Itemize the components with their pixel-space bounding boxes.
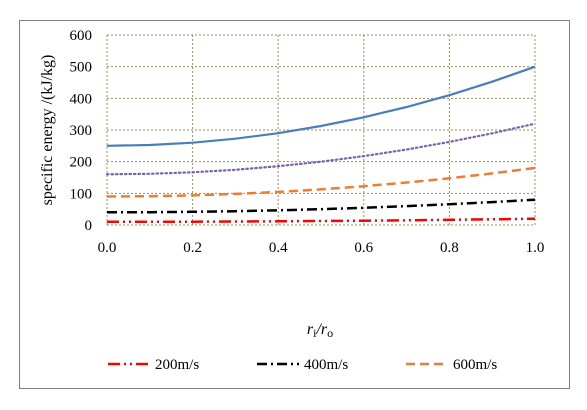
x-tick-label: 0.2	[183, 240, 202, 256]
chart-frame	[19, 20, 570, 389]
x-tick-label: 0.4	[269, 240, 288, 256]
series-line-unlabeled-3	[105, 122, 537, 176]
y-axis-title: specific energy /(kJ/kg)	[39, 55, 56, 206]
series-line-unlabeled-4	[106, 65, 536, 147]
y-tick-label: 200	[70, 155, 93, 171]
series-line-400m-s	[106, 198, 536, 214]
x-axis-title-sub-i: i	[313, 326, 317, 340]
x-tick-label: 0.8	[440, 240, 459, 256]
x-tick-label: 0.0	[98, 240, 117, 256]
legend-label: 200m/s	[155, 357, 199, 373]
legend-label: 400m/s	[304, 357, 348, 373]
y-tick-label: 300	[70, 123, 93, 139]
series-line-200m-s	[107, 217, 536, 224]
y-tick-label: 600	[70, 28, 93, 44]
x-tick-label: 0.6	[354, 240, 373, 256]
x-axis-title-sep: /r	[315, 321, 327, 338]
y-tick-label: 0	[85, 218, 93, 234]
x-axis-title-r: r	[307, 321, 314, 338]
grid	[106, 34, 536, 226]
y-tick-labels: 0 100 200 300 400 500 600	[70, 28, 93, 234]
legend-label: 600m/s	[453, 357, 497, 373]
series-lines	[105, 65, 537, 224]
x-axis-title: ri/ro	[307, 321, 333, 340]
x-tick-labels: 0.0 0.2 0.4 0.6 0.8 1.0	[98, 240, 545, 256]
y-tick-label: 400	[70, 91, 93, 107]
y-tick-label: 100	[70, 186, 93, 202]
x-tick-label: 1.0	[526, 240, 545, 256]
y-tick-label: 500	[70, 60, 93, 76]
x-axis-title-sub-o: o	[327, 326, 333, 340]
legend: 200m/s 400m/s 600m/s	[108, 357, 497, 373]
series-line-600m-s	[106, 166, 536, 198]
